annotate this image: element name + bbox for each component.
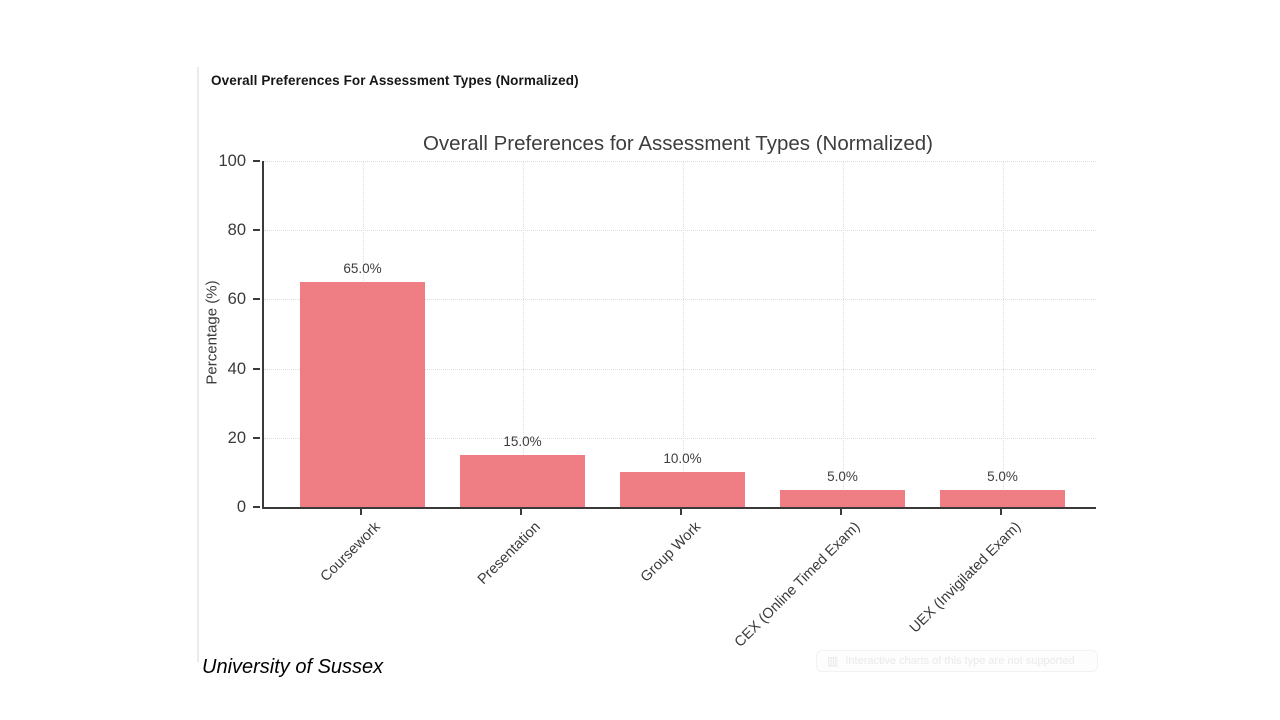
y-gridline: [264, 299, 1096, 301]
x-tick-mark: [679, 509, 682, 515]
y-gridline: [264, 230, 1096, 232]
chart-title: Overall Preferences for Assessment Types…: [422, 132, 934, 155]
y-gridline: [264, 368, 1096, 370]
y-tick-mark: [253, 367, 260, 370]
y-tick-mark: [253, 506, 260, 508]
bar-value-label: 15.0%: [503, 434, 542, 450]
footer-caption: University of Sussex: [202, 656, 384, 678]
x-tick-label: Presentation: [474, 519, 544, 588]
plot-area: 65.0% 15.0% 10.0% 5.0% 5.0%: [262, 161, 1096, 509]
y-tick-label: 80: [227, 221, 246, 240]
bar-uex-invigilated-exam-: [940, 489, 1065, 507]
x-gridline: [1002, 161, 1004, 507]
y-tick-mark: [253, 160, 260, 162]
bar-value-label: 5.0%: [987, 468, 1018, 484]
x-tick-label: Coursework: [317, 519, 384, 586]
bar-group-work: [620, 472, 745, 507]
bar-presentation: [460, 455, 585, 507]
x-tick-label: Group Work: [637, 519, 704, 586]
panel-left-border: [197, 67, 199, 662]
watermark-banner: ▥ Interactive charts of this type are no…: [816, 650, 1098, 672]
watermark-text: Interactive charts of this type are not …: [845, 655, 1075, 667]
y-tick-label: 100: [218, 152, 246, 170]
bar-coursework: [300, 282, 425, 507]
x-tick-label: UEX (Invigilated Exam): [906, 519, 1024, 637]
bar-cex-online-timed-exam-: [780, 489, 905, 507]
chart-icon: ▥: [827, 654, 839, 668]
y-tick-label: 20: [227, 428, 246, 447]
x-tick-mark: [999, 509, 1002, 515]
x-tick-mark: [839, 509, 842, 515]
y-gridline: [264, 161, 1096, 162]
y-gridline: [264, 437, 1096, 439]
bar-value-label: 10.0%: [663, 451, 702, 467]
bar-value-label: 65.0%: [343, 261, 382, 277]
y-tick-label: 40: [227, 359, 246, 378]
x-gridline: [842, 161, 844, 507]
y-tick-mark: [253, 298, 260, 301]
page-title: Overall Preferences For Assessment Types…: [211, 73, 579, 88]
x-tick-label: CEX (Online Timed Exam): [732, 519, 864, 651]
y-tick-mark: [253, 229, 260, 232]
y-tick-mark: [253, 436, 260, 439]
x-tick-mark: [359, 509, 362, 515]
x-tick-mark: [519, 509, 522, 515]
x-gridline: [522, 161, 524, 507]
y-tick-label: 0: [236, 498, 246, 516]
y-tick-label: 60: [227, 290, 246, 309]
x-gridline: [682, 161, 684, 507]
bar-value-label: 5.0%: [827, 468, 858, 484]
